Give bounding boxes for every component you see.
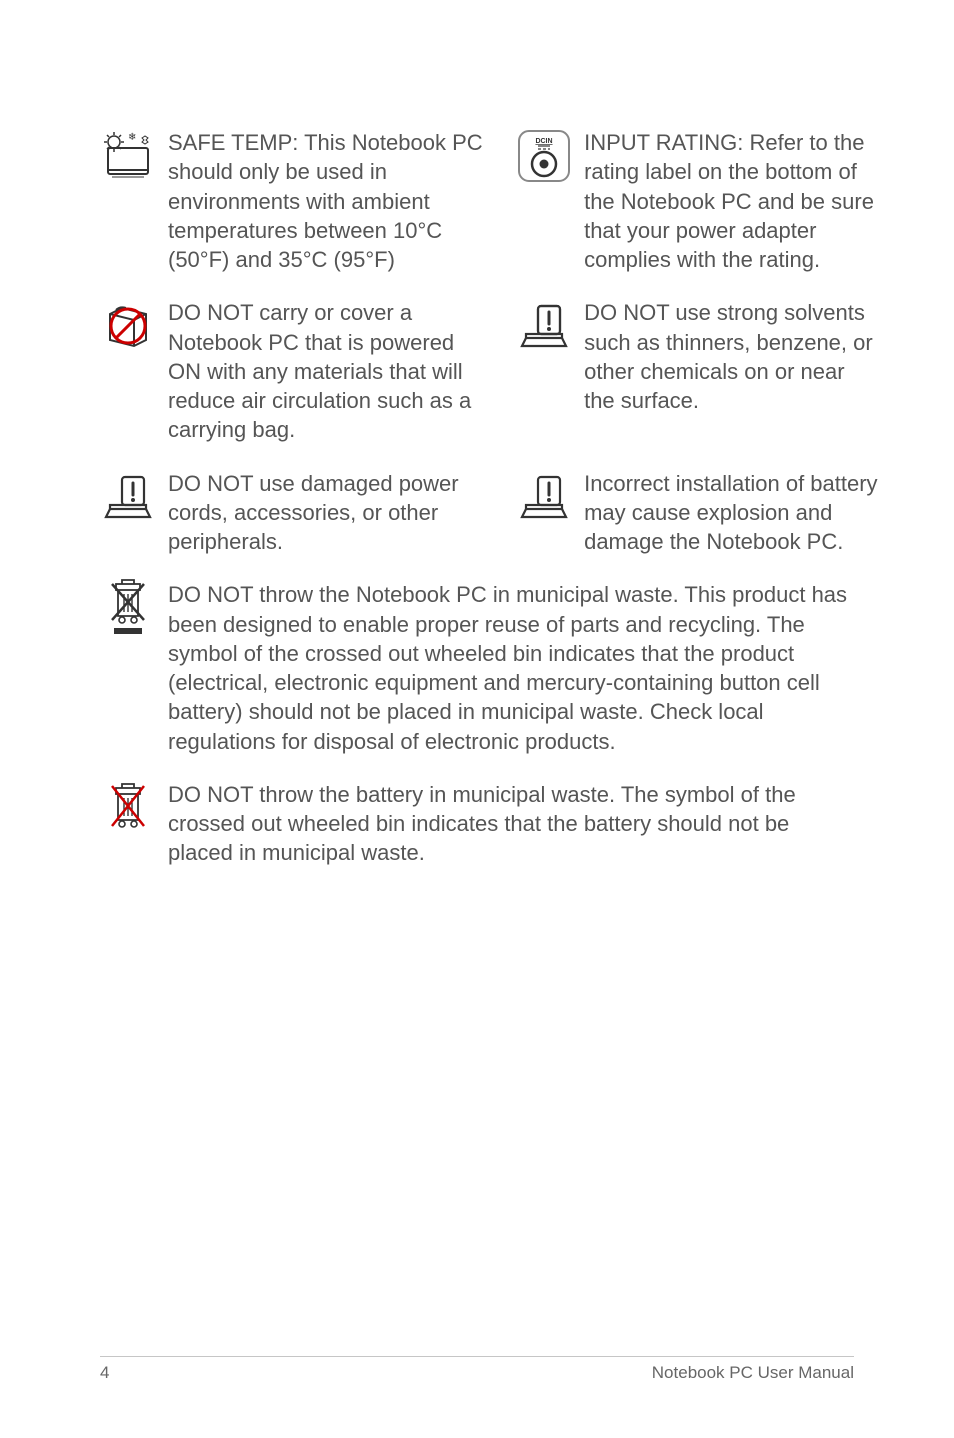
- page-number: 4: [100, 1363, 109, 1383]
- no-carry-cover-item: DO NOT carry or cover a Notebook PC that…: [100, 298, 492, 444]
- no-municipal-waste-icon: [100, 580, 156, 636]
- row-1: ❄ SAFE TEMP: This Notebook PC should onl…: [100, 128, 854, 274]
- battery-install-item: Incorrect installation of battery may ca…: [516, 469, 878, 557]
- input-rating-text: INPUT RATING: Refer to the rating label …: [584, 128, 878, 274]
- laptop-warning-icon-2: [516, 469, 572, 525]
- no-battery-waste-item: DO NOT throw the battery in municipal wa…: [100, 780, 854, 868]
- no-battery-waste-text: DO NOT throw the battery in municipal wa…: [168, 780, 854, 868]
- safe-temp-text: SAFE TEMP: This Notebook PC should only …: [168, 128, 492, 274]
- safe-temp-icon: ❄: [100, 128, 156, 184]
- no-municipal-waste-text: DO NOT throw the Notebook PC in municipa…: [168, 580, 854, 756]
- svg-text:DCIN: DCIN: [536, 138, 553, 145]
- no-damaged-cords-item: DO NOT use damaged power cords, accessor…: [100, 469, 492, 557]
- no-battery-waste-icon: [100, 780, 156, 836]
- no-carry-cover-icon: [100, 298, 156, 354]
- no-municipal-waste-item: DO NOT throw the Notebook PC in municipa…: [100, 580, 854, 756]
- row-2: DO NOT carry or cover a Notebook PC that…: [100, 298, 854, 444]
- laptop-warning-icon: [100, 469, 156, 525]
- input-rating-item: DCIN INPUT RATING: Refer to the rating l…: [516, 128, 878, 274]
- row-3: DO NOT use damaged power cords, accessor…: [100, 469, 854, 557]
- no-solvents-icon: [516, 298, 572, 354]
- svg-text:❄: ❄: [128, 132, 136, 143]
- input-rating-icon: DCIN: [516, 128, 572, 184]
- no-damaged-cords-text: DO NOT use damaged power cords, accessor…: [168, 469, 492, 557]
- footer-title: Notebook PC User Manual: [652, 1363, 854, 1383]
- no-carry-cover-text: DO NOT carry or cover a Notebook PC that…: [168, 298, 492, 444]
- page-footer: 4 Notebook PC User Manual: [100, 1356, 854, 1383]
- safety-precautions-section: ❄ SAFE TEMP: This Notebook PC should onl…: [100, 128, 854, 868]
- battery-install-text: Incorrect installation of battery may ca…: [584, 469, 878, 557]
- no-solvents-text: DO NOT use strong solvents such as thinn…: [584, 298, 878, 415]
- safe-temp-item: ❄ SAFE TEMP: This Notebook PC should onl…: [100, 128, 492, 274]
- no-solvents-item: DO NOT use strong solvents such as thinn…: [516, 298, 878, 444]
